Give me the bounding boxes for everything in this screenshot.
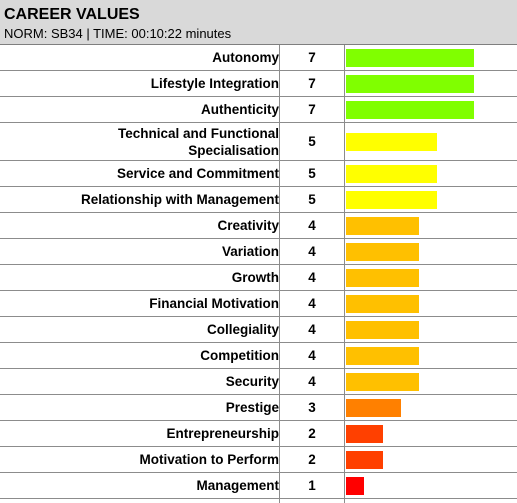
category-label: Creativity [217, 218, 279, 233]
category-label: Collegiality [206, 322, 279, 337]
category-label: Security [225, 374, 279, 389]
category-label: Management [196, 478, 279, 493]
score-bar [346, 347, 419, 365]
score-bar [346, 75, 474, 93]
category-label: Variation [221, 244, 279, 259]
score-value: 4 [308, 348, 316, 363]
table-row: Authenticity 7 [0, 97, 517, 123]
table-row: Management 1 [0, 473, 517, 499]
table-row: Creativity 4 [0, 213, 517, 239]
score-value: 2 [308, 426, 316, 441]
score-bar [346, 191, 437, 209]
score-bar [346, 477, 364, 495]
category-label: Competition [200, 348, 279, 363]
score-value: 7 [308, 50, 316, 65]
table-row: Relationship with Management 5 [0, 187, 517, 213]
category-label: Technical and Functional Specialisation [117, 125, 279, 158]
score-value: 7 [308, 102, 316, 117]
category-label: Authenticity [200, 102, 279, 117]
chart-rows: Autonomy 7 Lifestyle Integration 7 Authentic… [0, 45, 517, 503]
table-row: Competition 4 [0, 343, 517, 369]
category-label: Prestige [225, 400, 279, 415]
table-row: Collegiality 4 [0, 317, 517, 343]
score-value: 4 [308, 374, 316, 389]
score-bar [346, 321, 419, 339]
category-label: Autonomy [212, 50, 279, 65]
score-value: 7 [308, 76, 316, 91]
score-value: 3 [308, 400, 316, 415]
chart-header: CAREER VALUES NORM: SB34 | TIME: 00:10:2… [0, 0, 517, 45]
table-row: Financial Motivation 4 [0, 291, 517, 317]
table-row: Autonomy 7 [0, 45, 517, 71]
category-label: Financial Motivation [149, 296, 279, 311]
table-row: Prestige 3 [0, 395, 517, 421]
score-bar [346, 165, 437, 183]
table-row: Lifestyle Integration 7 [0, 71, 517, 97]
score-bar [346, 451, 383, 469]
score-value: 5 [308, 134, 316, 149]
score-value: 5 [308, 192, 316, 207]
category-label: Entrepreneurship [166, 426, 279, 441]
score-value: 4 [308, 270, 316, 285]
table-row: Entrepreneurship 2 [0, 421, 517, 447]
score-bar [346, 269, 419, 287]
category-label: Growth [231, 270, 279, 285]
category-label: Lifestyle Integration [150, 76, 279, 91]
table-row: Technical and Functional Specialisation 5 [0, 123, 517, 161]
score-value: 1 [308, 478, 316, 493]
score-value: 5 [308, 166, 316, 181]
score-bar [346, 217, 419, 235]
score-bar [346, 133, 437, 151]
divider-score-bar [344, 45, 345, 503]
category-label: Relationship with Management [80, 192, 279, 207]
score-bar [346, 49, 474, 67]
score-bar [346, 399, 401, 417]
score-bar [346, 101, 474, 119]
table-row: Growth 4 [0, 265, 517, 291]
table-row: Variation 4 [0, 239, 517, 265]
category-label: Service and Commitment [116, 166, 279, 181]
score-value: 4 [308, 244, 316, 259]
chart-subtitle: NORM: SB34 | TIME: 00:10:22 minutes [4, 26, 232, 41]
score-bar [346, 425, 383, 443]
table-row: Security 4 [0, 369, 517, 395]
score-value: 4 [308, 322, 316, 337]
score-bar [346, 295, 419, 313]
table-row: Motivation to Perform 2 [0, 447, 517, 473]
table-row: Service and Commitment 5 [0, 161, 517, 187]
score-bar [346, 243, 419, 261]
score-value: 4 [308, 218, 316, 233]
chart-title: CAREER VALUES [4, 6, 140, 23]
score-value: 4 [308, 296, 316, 311]
score-bar [346, 373, 419, 391]
category-label: Motivation to Perform [139, 452, 279, 467]
score-value: 2 [308, 452, 316, 467]
divider-label-score [279, 45, 280, 503]
